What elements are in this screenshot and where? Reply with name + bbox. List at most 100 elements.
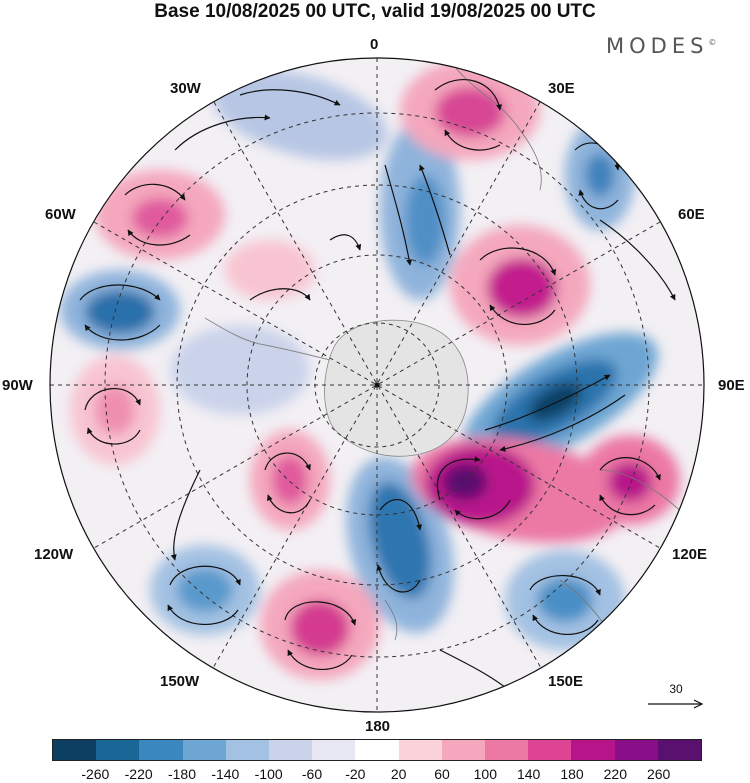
anomaly-blob — [368, 481, 432, 599]
lon-label-150e: 150E — [548, 673, 584, 690]
anomaly-blob — [85, 290, 155, 334]
colorbar-swatch — [53, 740, 97, 760]
wind-arrow — [419, 164, 451, 256]
wind-arrow — [266, 494, 311, 514]
wind-arrow — [86, 427, 141, 445]
lon-label-0: 0 — [370, 36, 379, 53]
colorbar-tick-label: 260 — [646, 766, 671, 782]
colorbar-tick-label: 20 — [390, 766, 407, 782]
lon-label-60w: 60W — [45, 206, 76, 223]
anomaly-blob — [608, 462, 652, 502]
wind-arrow — [287, 649, 353, 670]
wind-arrow — [578, 189, 619, 210]
wind-arrow — [384, 164, 413, 266]
colorbar-swatch — [398, 740, 442, 760]
colorbar-tick-label: -180 — [167, 766, 197, 782]
colorbar-swatch — [355, 740, 399, 760]
wind-arrow — [127, 229, 191, 246]
anomaly-blob — [405, 175, 445, 265]
wind-arrow — [174, 114, 271, 151]
anomaly-blob — [290, 600, 350, 656]
lon-label-30e: 30E — [548, 80, 575, 97]
anomaly-blob — [225, 240, 315, 300]
lon-label-120e: 120E — [672, 546, 708, 563]
reference-vector-value: 30 — [669, 682, 683, 696]
copyright-mark: © — [708, 38, 717, 47]
wind-arrow — [124, 183, 186, 201]
meridian-60 — [93, 221, 661, 549]
colorbar — [52, 739, 702, 761]
colorbar-tick-label: 220 — [603, 766, 628, 782]
wind-arrow — [599, 219, 676, 301]
lon-label-90e: 90E — [718, 377, 745, 394]
wind-arrow — [379, 499, 423, 531]
latitude-ring — [176, 184, 578, 586]
antarctica-landmass — [324, 319, 469, 457]
wind-arrow — [376, 564, 421, 593]
meridian-30 — [213, 101, 542, 669]
reference-vector: 30 — [646, 682, 706, 712]
coastline — [384, 599, 398, 641]
colorbar-ticks: -260 -220 -180 -140 -100 -60 -20 20 60 100 140 180 2… — [0, 766, 750, 783]
colorbar-tick-label: 140 — [516, 766, 541, 782]
anomaly-blob — [435, 87, 505, 137]
anomaly-blob — [585, 153, 615, 197]
reference-arrow-icon — [648, 699, 704, 709]
colorbar-swatch — [269, 740, 313, 760]
colorbar-swatch — [225, 740, 270, 760]
wind-arrow — [436, 456, 481, 501]
anomaly-blob — [132, 198, 188, 238]
lon-label-30w: 30W — [170, 80, 201, 97]
lon-label-90w: 90W — [2, 377, 33, 394]
colorbar-swatch — [657, 740, 702, 760]
south-pole-point — [374, 382, 380, 388]
brand-text: MODES — [606, 34, 709, 58]
wind-arrow — [264, 452, 311, 471]
wind-arrow — [489, 304, 556, 325]
antarctic-peninsula — [204, 317, 331, 361]
colorbar-tick-label: 100 — [473, 766, 498, 782]
lon-label-60e: 60E — [678, 206, 705, 223]
wind-arrow — [79, 284, 161, 301]
wind-arrow — [484, 374, 611, 431]
colorbar-swatch — [441, 740, 486, 760]
wind-arrow — [239, 89, 341, 106]
coastline — [449, 59, 542, 191]
wind-arrow — [84, 388, 141, 411]
anomaly-blob — [528, 382, 582, 422]
wind-arrow — [454, 499, 511, 520]
colorbar-tick-label: -100 — [254, 766, 283, 782]
anomaly-blob — [177, 568, 233, 612]
wind-arrows — [79, 79, 676, 701]
colorbar-swatch — [182, 740, 226, 760]
lon-label-150w: 150W — [160, 673, 200, 690]
latitude-ring — [104, 112, 650, 658]
anomaly-blob — [272, 455, 308, 505]
colorbar-tick-label: -20 — [345, 766, 366, 782]
wind-arrow — [434, 79, 503, 111]
wind-arrow — [599, 494, 656, 516]
lon-label-180: 180 — [365, 718, 391, 735]
anomaly-blob — [170, 325, 310, 415]
colorbar-tick-label: 180 — [560, 766, 584, 782]
wind-arrow — [167, 604, 239, 625]
wind-arrow — [84, 324, 161, 341]
wind-arrow — [170, 469, 201, 561]
lon-label-120w: 120W — [34, 546, 74, 563]
colorbar-tick-label: -260 — [81, 766, 110, 782]
colorbar-tick-label: -60 — [301, 766, 323, 782]
polar-map — [49, 57, 705, 713]
wind-arrow — [499, 394, 626, 452]
anomaly-blob — [212, 69, 388, 161]
colorbar-swatch — [528, 740, 572, 760]
wind-arrow — [329, 234, 362, 251]
colorbar-tick-label: -220 — [124, 766, 153, 782]
meridian-30 — [212, 101, 541, 669]
colorbar-swatch — [614, 740, 658, 760]
wind-arrow — [479, 247, 557, 276]
wind-arrow — [249, 288, 311, 301]
anomaly-blob — [537, 578, 593, 622]
wind-arrow — [284, 601, 357, 626]
wind-arrow — [599, 457, 661, 481]
map-border — [49, 57, 705, 713]
